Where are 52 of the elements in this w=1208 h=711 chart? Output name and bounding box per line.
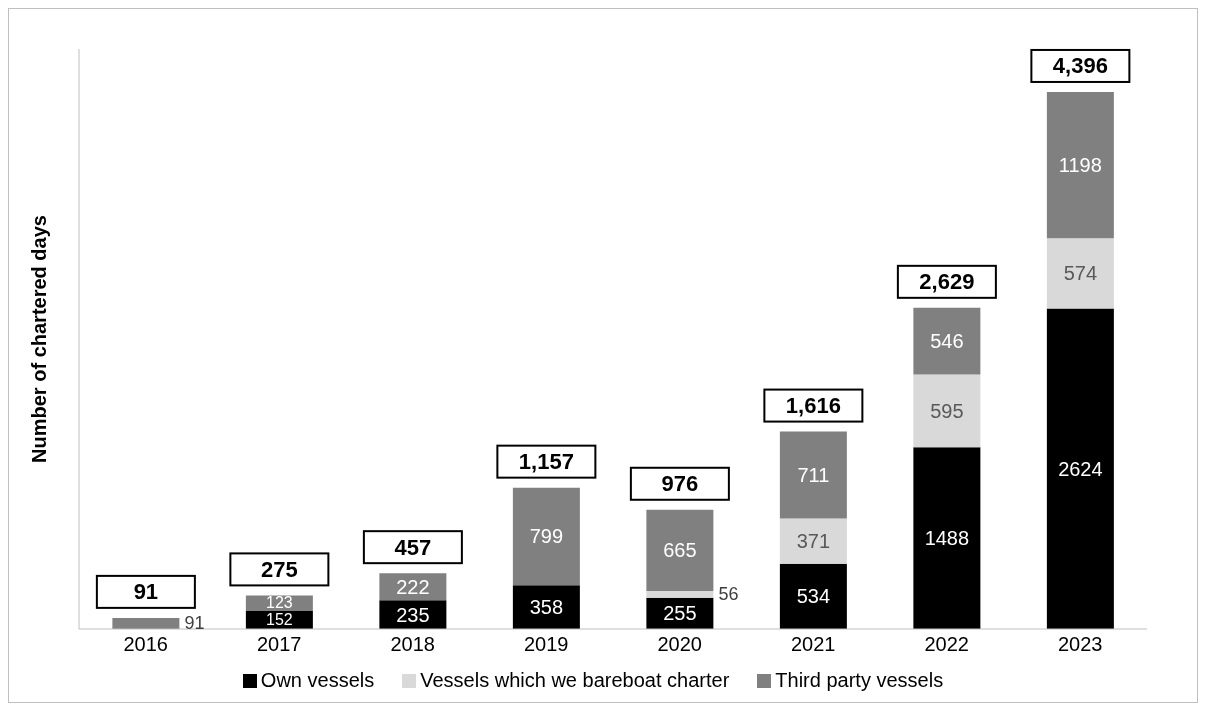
x-tick-label: 2016 [123,633,168,656]
bar [779,518,847,564]
legend-label: Own vessels [259,669,375,692]
x-tick-label: 2018 [390,633,435,656]
bar [1046,238,1114,309]
legend-label: Third party vessels [774,669,944,692]
data-label: 799 [529,525,564,548]
x-tick-label: 2019 [524,633,569,656]
data-label: 574 [1063,262,1098,285]
legend-label: Vessels which we bareboat charter [419,669,730,692]
bar [1046,308,1114,629]
data-label: 56 [718,584,739,605]
bar [913,307,981,375]
total-label: 976 [661,471,699,497]
bar [112,617,180,629]
total-label: 2,629 [919,269,975,295]
data-label: 595 [930,399,964,422]
data-label: 371 [796,530,831,553]
data-label: 255 [663,602,697,625]
x-tick-label: 2021 [791,633,836,656]
bar [779,431,847,519]
total-label: 91 [184,613,205,634]
total-label: 1,616 [785,393,841,419]
bar [779,563,847,629]
bar [646,591,714,598]
data-label: 546 [930,330,964,353]
data-label: 665 [663,539,697,562]
total-label: 4,396 [1052,53,1108,79]
total-label: 1,157 [518,449,574,475]
data-label: 534 [796,585,831,608]
x-tick-label: 2022 [924,633,969,656]
x-tick-label: 2023 [1058,633,1103,656]
data-label: 123 [266,594,293,612]
data-label: 222 [396,575,430,598]
data-label: 711 [797,464,830,487]
data-label: 1488 [924,527,970,550]
data-label: 1198 [1058,154,1102,177]
bar [646,509,714,592]
data-label: 152 [266,611,293,629]
bar [913,374,981,448]
data-label: 235 [396,603,430,626]
x-tick-label: 2020 [657,633,702,656]
total-label: 275 [261,556,298,582]
data-label: 2624 [1058,457,1103,480]
bar [512,487,580,586]
bar [913,447,981,629]
data-label: 91 [133,579,159,605]
data-label: 358 [529,596,564,619]
y-axis-title: Number of chartered days [28,215,51,463]
bar [1046,91,1114,239]
total-label: 457 [394,534,432,560]
x-tick-label: 2017 [257,633,302,656]
